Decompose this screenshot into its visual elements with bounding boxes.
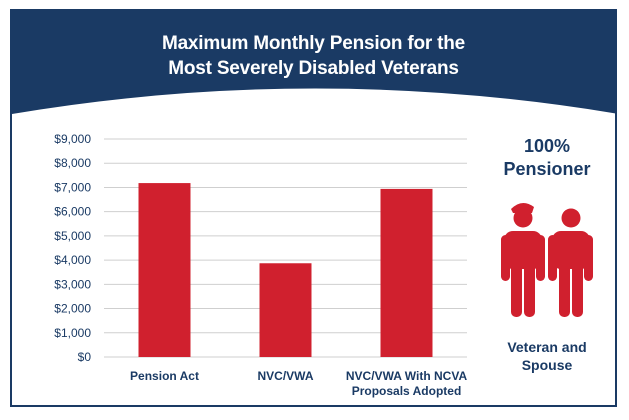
title-banner	[12, 11, 615, 114]
pensioner-heading-line-2: Pensioner	[503, 159, 591, 179]
chart-title-line-2: Most Severely Disabled Veterans	[168, 58, 459, 79]
x-tick-label: NVC/VWA	[257, 369, 313, 383]
y-tick-label: $7,000	[54, 180, 91, 194]
bar-chart: $0 $1,000 $2,000 $3,000 $4,000 $5,000 $6,000 $7…	[54, 132, 468, 398]
y-tick-label: $6,000	[54, 205, 91, 219]
x-tick-label: Proposals Adopted	[352, 384, 462, 398]
bar	[138, 183, 191, 357]
y-tick-label: $2,000	[54, 302, 91, 316]
y-tick-label: $4,000	[54, 253, 91, 267]
pensioner-heading-line-1: 100%	[523, 136, 571, 156]
bar	[259, 263, 312, 357]
y-tick-label: $0	[78, 350, 92, 364]
chart-title: Maximum Monthly Pension for the Most Sev…	[12, 31, 615, 81]
pensioner-heading: 100% Pensioner	[482, 135, 612, 181]
y-tick-label: $5,000	[54, 229, 91, 243]
y-tick-label: $8,000	[54, 156, 91, 170]
x-tick-label: Pension Act	[130, 369, 199, 383]
caption-line-2: Spouse	[521, 357, 573, 373]
y-tick-label: $3,000	[54, 277, 91, 291]
y-tick-label: $1,000	[54, 326, 91, 340]
veteran-and-spouse-icon	[501, 202, 593, 317]
veteran-and-spouse-caption: Veteran and Spouse	[482, 338, 612, 374]
caption-line-1: Veteran and	[507, 339, 587, 355]
chart-title-line-1: Maximum Monthly Pension for the	[161, 33, 466, 54]
infographic-frame: Maximum Monthly Pension for the Most Sev…	[10, 9, 617, 407]
y-tick-label: $9,000	[54, 132, 91, 146]
bar	[380, 188, 433, 357]
x-tick-label: NVC/VWA With NCVA	[346, 369, 468, 383]
